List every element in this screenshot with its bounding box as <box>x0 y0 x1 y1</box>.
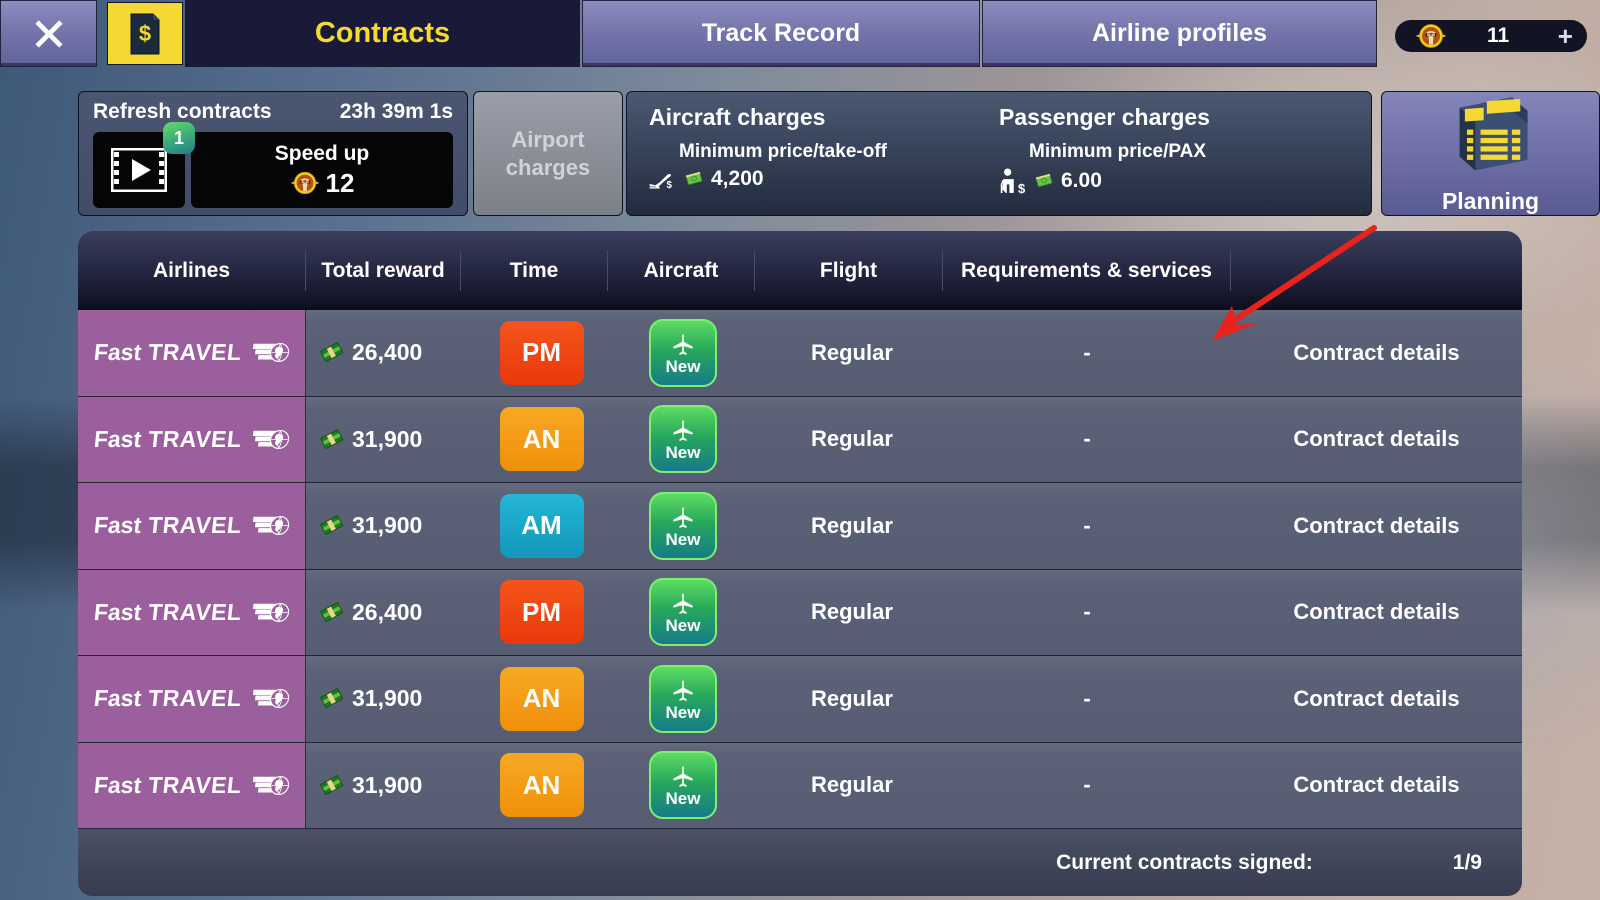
svg-text:$: $ <box>667 179 673 189</box>
svg-text:$: $ <box>1018 181 1025 195</box>
svg-text:$: $ <box>139 21 151 46</box>
